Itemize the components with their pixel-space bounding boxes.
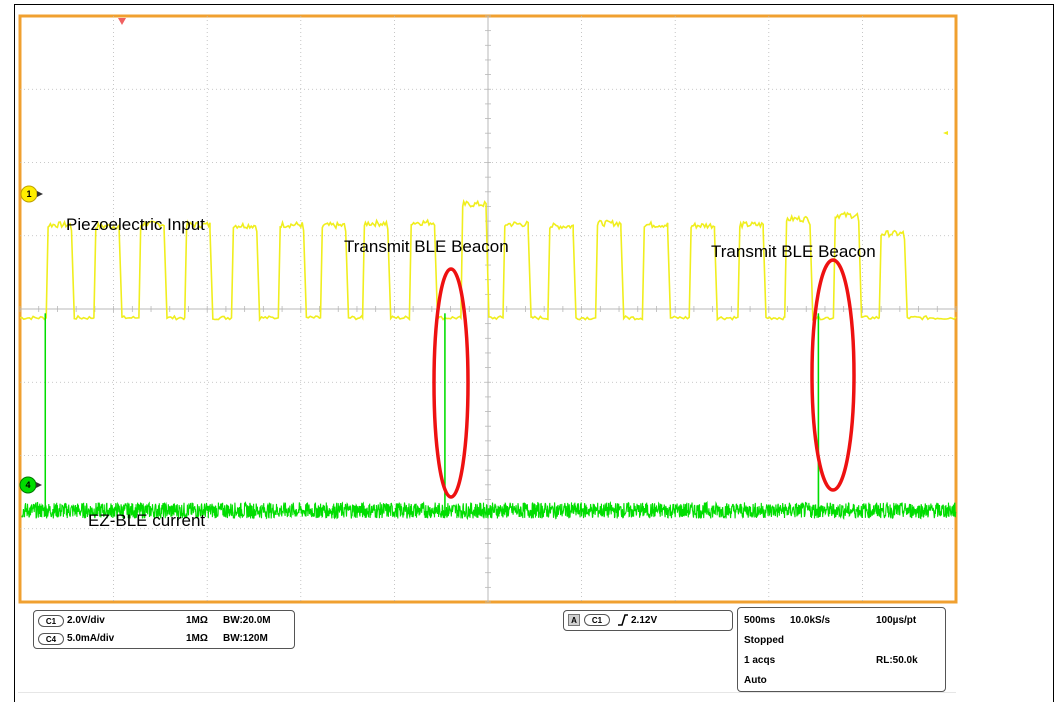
ch1-scale: 2.0V/div	[67, 615, 105, 626]
ble-beacon-label-1: Transmit BLE Beacon	[344, 237, 509, 256]
trigger-level: 2.12V	[631, 615, 658, 626]
timebase: 500ms	[744, 615, 776, 626]
svg-text:4: 4	[25, 480, 30, 490]
ch1-bandwidth: BW:20.0M	[223, 615, 271, 626]
ch4-scale: 5.0mA/div	[67, 633, 115, 644]
trigger-a-tag: A	[568, 614, 580, 626]
channel-settings-panel: C1 2.0V/div 1MΩ BW:20.0M C4 5.0mA/div 1M…	[33, 610, 295, 649]
record-length: RL:50.0k	[876, 655, 918, 666]
highlight-ellipse-2	[810, 258, 856, 492]
highlight-ellipse-1	[432, 267, 470, 499]
ch1-tag: C1	[38, 615, 64, 627]
trigger-source: C1	[584, 614, 610, 626]
figure-frame	[14, 4, 1054, 702]
run-state: Stopped	[744, 635, 784, 646]
ch4-level-marker: 4	[19, 476, 42, 494]
acquisition-panel: 500ms 10.0kS/s 100µs/pt Stopped 1 acqs R…	[737, 607, 946, 692]
time-per-point: 100µs/pt	[876, 615, 917, 626]
ch4-bandwidth: BW:120M	[223, 633, 268, 644]
acquisition-count: 1 acqs	[744, 655, 776, 666]
ch1-right-edge-marker	[943, 131, 948, 135]
ch1-level-marker: 1	[20, 185, 43, 203]
trigger-panel: A C1 2.12V	[563, 610, 733, 631]
ch4-impedance: 1MΩ	[186, 633, 208, 644]
bottom-rule	[18, 692, 956, 693]
trigger-mode: Auto	[744, 675, 767, 686]
piezo-label: Piezoelectric Input	[66, 215, 205, 234]
ch4-tag: C4	[38, 633, 64, 645]
ch4-trace	[21, 313, 957, 521]
waveforms	[19, 198, 957, 521]
ble-beacon-label-2: Transmit BLE Beacon	[711, 242, 876, 261]
ch1-trace	[19, 198, 957, 323]
ezble-label: EZ-BLE current	[88, 511, 206, 530]
svg-text:1: 1	[26, 189, 31, 199]
rising-edge-icon	[618, 614, 628, 626]
ch1-impedance: 1MΩ	[186, 615, 208, 626]
sample-rate: 10.0kS/s	[790, 615, 831, 626]
trigger-position-marker	[118, 18, 126, 25]
